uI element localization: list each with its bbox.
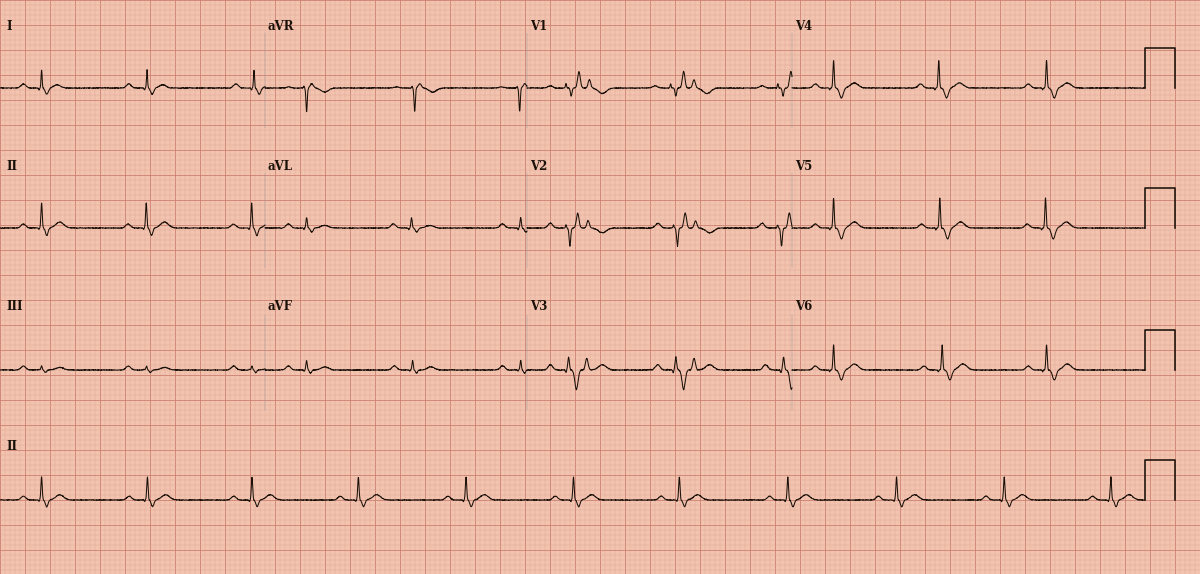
Text: aVL: aVL xyxy=(268,160,293,173)
Text: III: III xyxy=(6,300,23,313)
Text: II: II xyxy=(6,160,17,173)
Text: aVR: aVR xyxy=(268,20,294,33)
Text: V5: V5 xyxy=(796,160,812,173)
Text: I: I xyxy=(6,20,12,33)
Text: V4: V4 xyxy=(796,20,812,33)
Text: V2: V2 xyxy=(530,160,547,173)
Text: V3: V3 xyxy=(530,300,547,313)
Text: aVF: aVF xyxy=(268,300,293,313)
Text: V1: V1 xyxy=(530,20,547,33)
Text: II: II xyxy=(6,440,17,453)
Text: V6: V6 xyxy=(796,300,812,313)
